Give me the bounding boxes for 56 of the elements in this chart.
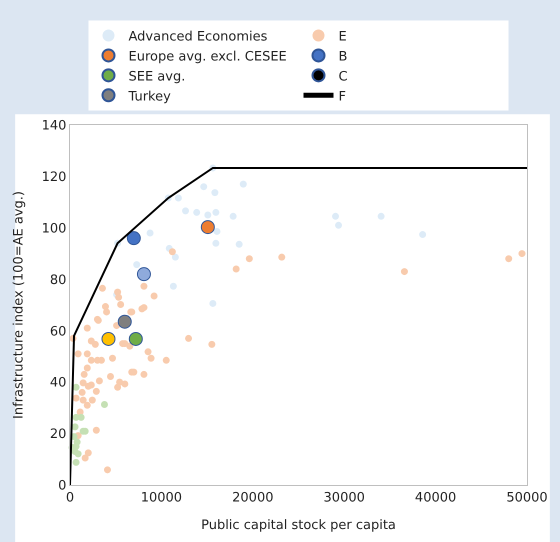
point <box>182 207 190 214</box>
point <box>212 240 220 247</box>
point <box>72 458 80 466</box>
point <box>78 414 85 421</box>
point <box>200 220 215 234</box>
point <box>100 401 108 408</box>
point <box>174 194 182 202</box>
y-tick-label: 0 <box>58 478 66 494</box>
x-tick-label: 50000 <box>506 490 548 506</box>
point <box>213 228 220 235</box>
x-tick-label: 30000 <box>324 490 365 506</box>
point <box>230 212 237 220</box>
point <box>419 231 426 238</box>
point <box>172 254 179 261</box>
y-tick-label: 100 <box>42 221 66 236</box>
point <box>133 261 140 268</box>
point <box>211 189 218 196</box>
point <box>74 450 82 458</box>
legend-label: Europe avg. excl. CESEE <box>128 50 287 65</box>
point <box>72 423 79 430</box>
y-tick-label: 80 <box>50 272 66 288</box>
x-axis-title: Public capital stock per capita <box>201 518 396 534</box>
legend-label: F <box>338 89 346 104</box>
point <box>118 314 132 329</box>
legend-label: SEE avg. <box>128 69 186 84</box>
y-tick-label: 140 <box>42 118 66 134</box>
point <box>128 332 143 346</box>
point <box>146 230 154 236</box>
point <box>101 332 116 346</box>
y-axis-title: Infrastructure index (100=AE avg.) <box>12 191 27 419</box>
point <box>378 212 385 220</box>
point <box>126 231 141 246</box>
point <box>193 208 200 216</box>
point <box>72 384 80 391</box>
point <box>200 183 208 190</box>
x-tick-label: 20000 <box>232 490 274 506</box>
point <box>332 212 340 220</box>
y-tick-label: 40 <box>50 376 66 391</box>
y-tick-label: 60 <box>50 324 66 340</box>
legend-label: E <box>338 30 347 45</box>
x-tick-label: 40000 <box>414 490 456 506</box>
x-tick-label: 10000 <box>140 490 182 506</box>
point <box>212 208 220 216</box>
legend-label: Advanced Economies <box>128 30 268 45</box>
legend-label: B <box>338 50 348 65</box>
point <box>240 180 247 188</box>
y-tick-label: 120 <box>42 170 66 185</box>
point <box>170 282 177 290</box>
point <box>335 222 342 229</box>
legend-label: Turkey <box>128 89 172 104</box>
point <box>136 267 151 282</box>
y-tick-label: 20 <box>50 427 66 442</box>
point <box>209 300 216 307</box>
point <box>204 212 212 218</box>
legend-label: C <box>338 69 348 84</box>
point <box>236 240 243 248</box>
